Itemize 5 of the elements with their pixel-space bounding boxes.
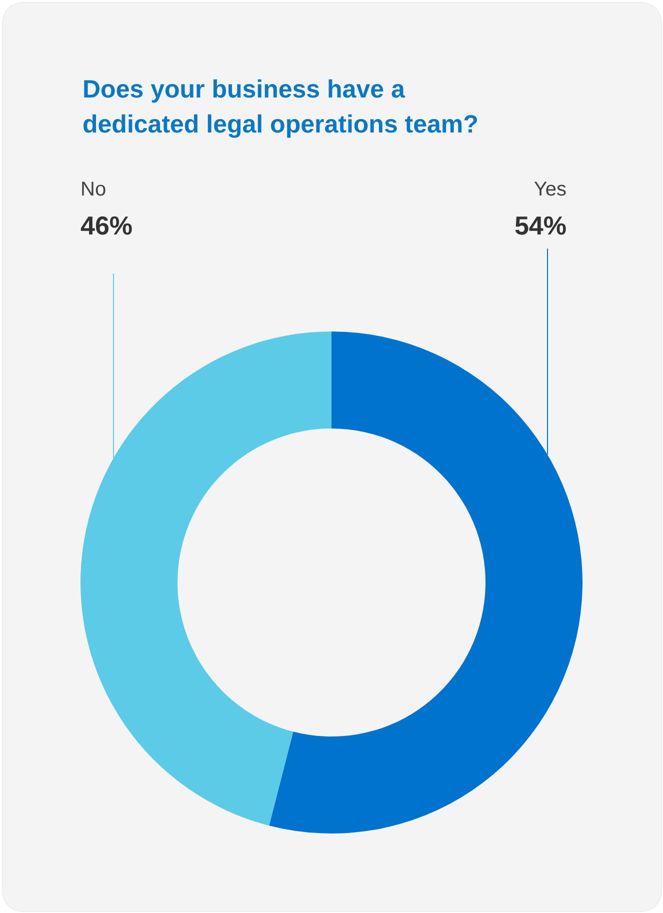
slice-label: No (80, 178, 106, 200)
slice-label: Yes (534, 178, 567, 200)
data-label: 46% (80, 210, 133, 240)
chart-title: Does your business have a dedicated legal operations team? (82, 76, 478, 138)
data-label: 54% (514, 210, 567, 240)
